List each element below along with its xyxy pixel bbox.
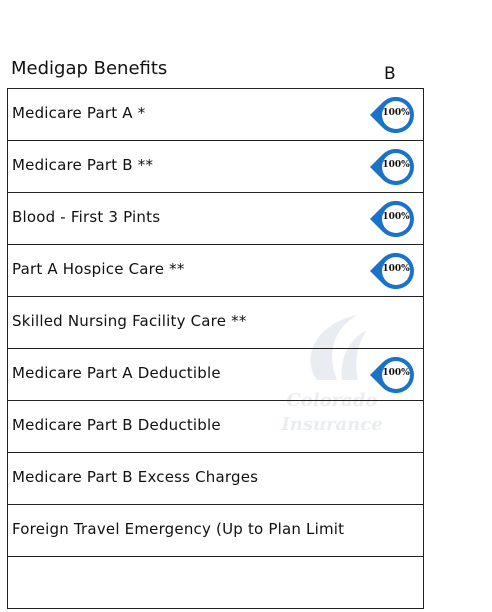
benefits-table: Medicare Part A * 100% Medicare Part B ** 1… [7,88,424,609]
table-row: Medicare Part A * 100% [8,89,423,141]
coverage-value: 100% [382,108,410,118]
coverage-badge: 100% [368,95,420,135]
benefit-label: Blood - First 3 Pints [12,208,161,226]
benefit-label: Foreign Travel Emergency (Up to Plan Lim… [12,520,345,538]
coverage-badge-icon [370,97,414,133]
coverage-badge: 100% [368,199,420,239]
plan-column-header: B [384,64,396,84]
table-row: Skilled Nursing Facility Care ** [8,297,423,349]
coverage-badge-icon [370,149,414,185]
benefit-label: Medicare Part A Deductible [12,364,221,382]
benefit-label: Medicare Part B ** [12,156,154,174]
table-row: Medicare Part B ** 100% [8,141,423,193]
table-row: Foreign Travel Emergency (Up to Plan Lim… [8,505,423,557]
benefit-label: Skilled Nursing Facility Care ** [12,312,247,330]
table-row: Medicare Part A Deductible 100% [8,349,423,401]
coverage-value: 100% [382,212,410,222]
coverage-badge-icon [370,253,414,289]
table-row: Medicare Part B Deductible [8,401,423,453]
coverage-badge-icon [370,201,414,237]
benefit-label: Part A Hospice Care ** [12,260,185,278]
benefit-label: Medicare Part B Excess Charges [12,468,259,486]
coverage-badge: 100% [368,355,420,395]
table-row: Part A Hospice Care ** 100% [8,245,423,297]
coverage-value: 100% [382,264,410,274]
table-row: Blood - First 3 Pints 100% [8,193,423,245]
coverage-badge: 100% [368,251,420,291]
coverage-value: 100% [382,160,410,170]
coverage-badge: 100% [368,147,420,187]
table-row: Medicare Part B Excess Charges [8,453,423,505]
page-title: Medigap Benefits [11,58,168,79]
coverage-value: 100% [382,368,410,378]
benefit-label: Medicare Part B Deductible [12,416,221,434]
table-row [8,557,423,609]
benefit-label: Medicare Part A * [12,104,146,122]
coverage-badge-icon [370,357,414,393]
